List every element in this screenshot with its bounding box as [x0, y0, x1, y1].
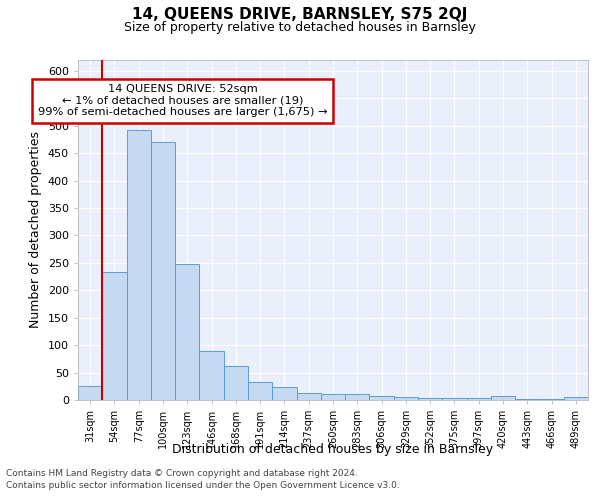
Bar	[224, 366, 248, 400]
Text: Distribution of detached houses by size in Barnsley: Distribution of detached houses by size …	[172, 442, 494, 456]
Y-axis label: Number of detached properties: Number of detached properties	[29, 132, 42, 328]
Bar	[199, 350, 224, 400]
Text: Contains public sector information licensed under the Open Government Licence v3: Contains public sector information licen…	[6, 481, 400, 490]
Bar	[175, 264, 199, 400]
Text: Contains HM Land Registry data © Crown copyright and database right 2024.: Contains HM Land Registry data © Crown c…	[6, 468, 358, 477]
Bar	[370, 396, 394, 400]
Bar	[272, 387, 296, 400]
Bar	[539, 399, 564, 400]
Bar	[151, 142, 175, 400]
Bar	[248, 382, 272, 400]
Bar	[345, 394, 370, 400]
Bar	[321, 394, 345, 400]
Bar	[442, 398, 467, 400]
Text: Size of property relative to detached houses in Barnsley: Size of property relative to detached ho…	[124, 21, 476, 34]
Bar	[296, 393, 321, 400]
Bar	[127, 130, 151, 400]
Bar	[78, 386, 102, 400]
Bar	[515, 399, 539, 400]
Bar	[491, 396, 515, 400]
Bar	[394, 398, 418, 400]
Bar	[102, 272, 127, 400]
Text: 14 QUEENS DRIVE: 52sqm
← 1% of detached houses are smaller (19)
99% of semi-deta: 14 QUEENS DRIVE: 52sqm ← 1% of detached …	[38, 84, 328, 117]
Bar	[564, 398, 588, 400]
Bar	[467, 398, 491, 400]
Text: 14, QUEENS DRIVE, BARNSLEY, S75 2QJ: 14, QUEENS DRIVE, BARNSLEY, S75 2QJ	[133, 8, 467, 22]
Bar	[418, 398, 442, 400]
